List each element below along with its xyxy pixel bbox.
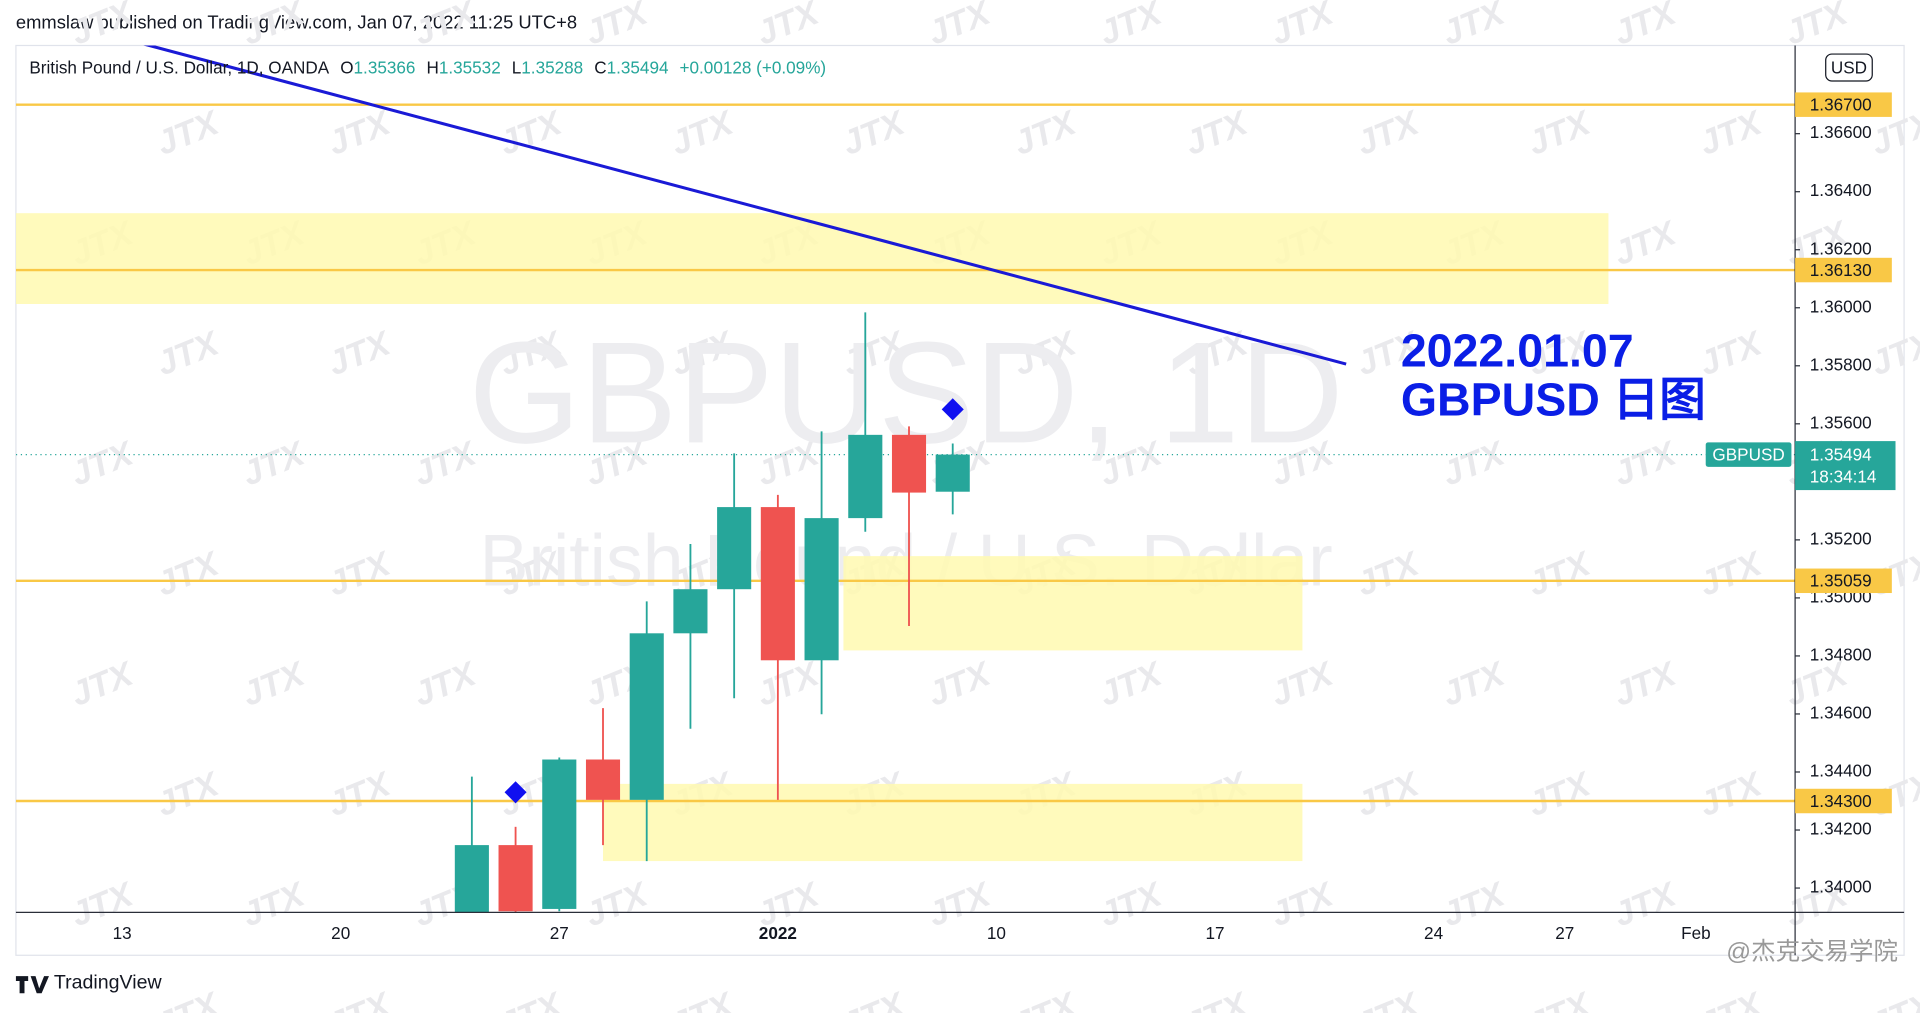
signal-marker	[941, 398, 964, 421]
candle-body	[673, 589, 708, 634]
level-price-box	[1795, 788, 1892, 814]
y-tick-label: 1.35800	[1810, 354, 1872, 374]
legend-part: +0.00128 (+0.09%)	[680, 57, 827, 77]
last-price-label: 1.35494	[1810, 444, 1872, 464]
level-price-label: 1.36130	[1810, 260, 1872, 280]
x-tick-label: 27	[1555, 923, 1574, 943]
legend-part: 1.35494	[607, 57, 669, 77]
ohlc-legend: British Pound / U.S. Dollar, 1D, OANDA O1…	[29, 57, 826, 77]
currency-button[interactable]	[1825, 53, 1873, 82]
credit: @杰克交易学院	[1726, 937, 1898, 965]
x-tick-label: 24	[1424, 923, 1444, 943]
legend-part: C	[594, 57, 606, 77]
candle-body	[498, 845, 533, 912]
zone	[603, 783, 1303, 862]
y-tick-label: 1.36200	[1810, 238, 1872, 258]
x-tick-label: 13	[113, 923, 132, 943]
level-price-label: 1.36700	[1810, 94, 1872, 114]
level-price-box	[1795, 568, 1892, 594]
y-tick-label: 1.36400	[1810, 180, 1872, 200]
x-tick-label: 17	[1205, 923, 1224, 943]
currency-label: USD	[1831, 57, 1867, 77]
legend-part: H	[426, 57, 438, 77]
level-price-label: 1.34300	[1810, 791, 1872, 811]
y-tick-label: 1.34000	[1810, 877, 1872, 897]
candle-body	[935, 454, 970, 492]
legend-part: British Pound / U.S. Dollar, 1D, OANDA	[29, 57, 329, 77]
annotation: 2022.01.07	[1401, 324, 1634, 376]
candle-body	[454, 845, 489, 913]
candle-body	[629, 633, 664, 800]
y-tick-label: 1.35600	[1810, 412, 1872, 432]
annotation: GBPUSD 日图	[1401, 373, 1706, 425]
y-tick-label: 1.35200	[1810, 528, 1872, 548]
candle-body	[891, 434, 927, 493]
y-tick-label: 1.34400	[1810, 761, 1872, 781]
candle-body	[717, 507, 752, 590]
brand-logo	[15, 976, 49, 994]
publisher: emmslaw published on TradingView.com, Ja…	[16, 11, 577, 32]
overlay: 1.36700 1.36130 1.35059 1.34300 GBPUSD 1.3549…	[29, 53, 1896, 814]
plot	[15, 45, 1796, 913]
y-tick-label: 1.34800	[1810, 644, 1872, 664]
x-tick-label: 20	[331, 923, 350, 943]
x-tick-label: Feb	[1681, 923, 1711, 943]
y-tick-label: 1.34600	[1810, 702, 1872, 722]
x-tick-label: 10	[987, 923, 1006, 943]
candle-body	[585, 759, 621, 800]
axes: 1.34000 1.34200 1.34400 1.34600 1.34800 1.350…	[15, 45, 1905, 956]
legend-part: 1.35532	[439, 57, 501, 77]
legend-part: O	[340, 57, 353, 77]
trendline	[143, 45, 1347, 366]
ticker-label: GBPUSD	[1712, 444, 1784, 464]
last-price-box	[1795, 441, 1896, 491]
candle-body	[542, 759, 577, 909]
candle-body	[848, 434, 883, 519]
countdown-label: 18:34:14	[1810, 466, 1877, 486]
brand: TradingView	[54, 972, 163, 994]
zone	[843, 556, 1303, 651]
y-tick-label: 1.36000	[1810, 296, 1872, 316]
y-tick-label: 1.34200	[1810, 819, 1872, 839]
candle-body	[804, 518, 839, 661]
zone	[15, 213, 1609, 304]
level-price-label: 1.35059	[1810, 571, 1872, 591]
level-price-box	[1795, 92, 1892, 117]
ticker-box	[1705, 442, 1792, 467]
legend-part: 1.35288	[521, 57, 583, 77]
legend-part: 1.35366	[354, 57, 416, 77]
legend-part: L	[512, 57, 522, 77]
x-tick-label: 2022	[759, 923, 797, 943]
candle-body	[760, 507, 795, 661]
chart-frame	[15, 44, 1905, 956]
y-tick-label: 1.36600	[1810, 122, 1872, 142]
x-tick-label: 27	[550, 923, 569, 943]
level-price-box	[1795, 257, 1892, 283]
